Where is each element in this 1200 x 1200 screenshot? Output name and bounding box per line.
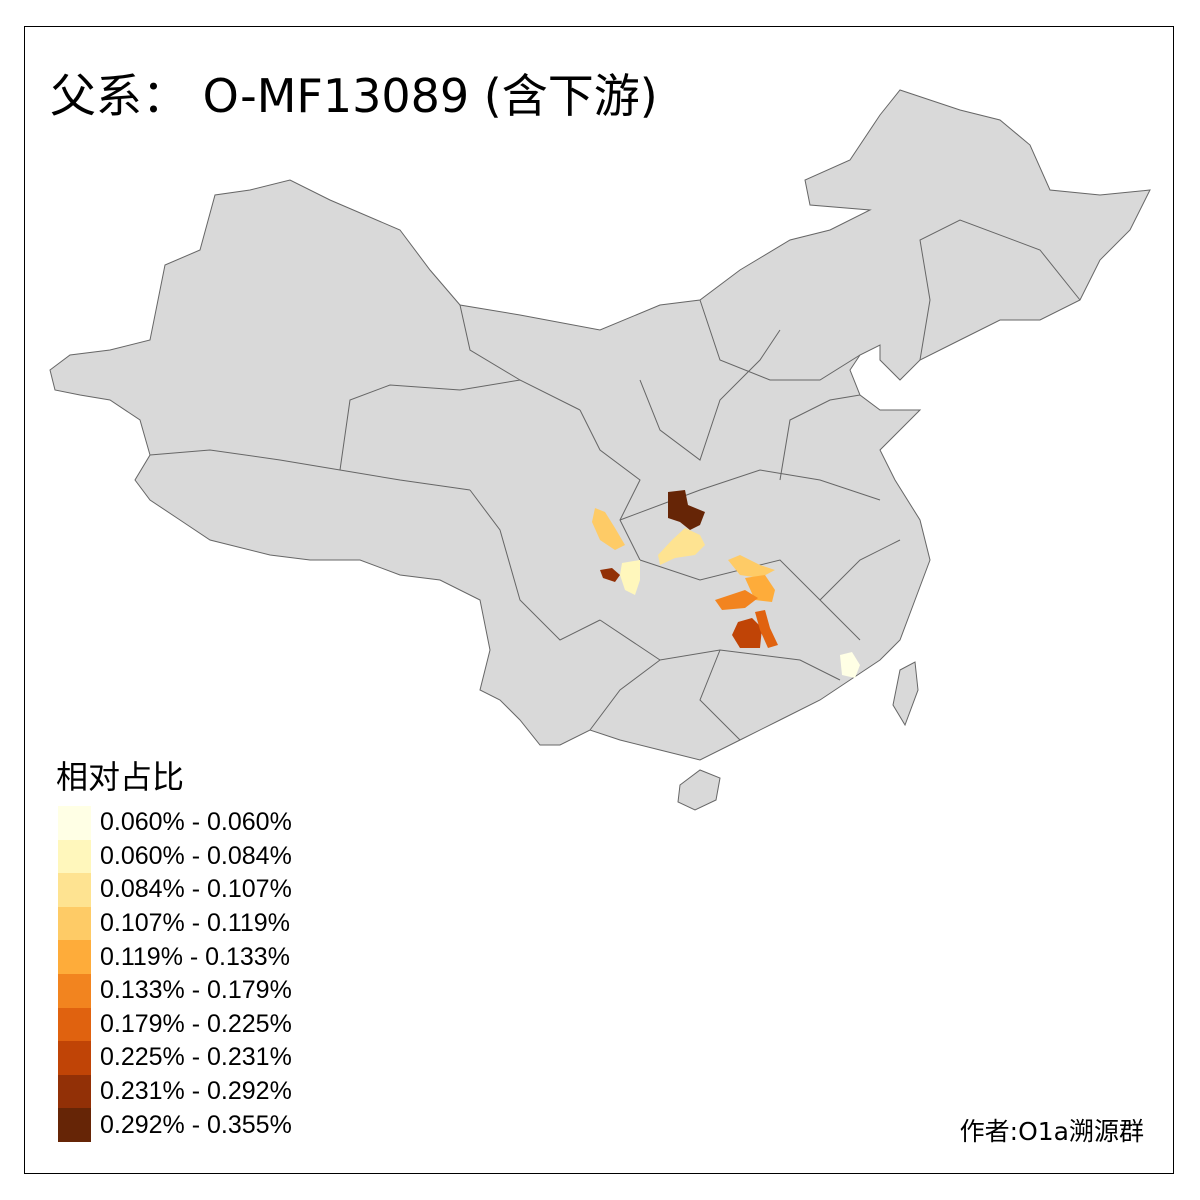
mainland-outline [49,89,1151,761]
author-credit: 作者:O1a溯源群 [959,1117,1144,1146]
legend-swatch [58,973,91,1008]
legend-label: 0.060% - 0.084% [100,841,292,870]
legend-item: 0.225% - 0.231% [58,1041,292,1075]
legend-item: 0.119% - 0.133% [58,940,292,974]
legend-label: 0.060% - 0.060% [100,808,292,837]
legend-swatch [58,806,91,840]
legend-item: 0.084% - 0.107% [58,873,292,907]
legend-label: 0.107% - 0.119% [100,909,290,938]
legend-label: 0.084% - 0.107% [100,875,292,904]
highlighted-region [658,528,705,565]
legend-item: 0.133% - 0.179% [58,973,292,1008]
legend-item: 0.060% - 0.060% [58,806,292,840]
highlighted-region [745,575,775,602]
legend-title: 相对占比 [56,758,185,796]
taiwan-island [892,661,919,727]
highlighted-region [715,590,758,610]
highlighted-region [755,610,778,648]
legend-item: 0.060% - 0.084% [58,839,292,874]
highlighted-region [620,560,640,595]
legend: 0.060% - 0.060% 0.060% - 0.084% 0.084% - 0… [58,806,292,1142]
legend-swatch [58,1074,91,1109]
province-borders [149,219,1081,741]
map-frame [24,26,1174,1174]
highlighted-region [840,652,860,678]
highlighted-regions [592,490,860,678]
legend-item: 0.231% - 0.292% [58,1074,292,1109]
legend-label: 0.292% - 0.355% [100,1110,292,1139]
legend-item: 0.107% - 0.119% [58,906,292,941]
highlighted-region [600,568,620,582]
legend-swatch [58,1108,91,1142]
legend-label: 0.119% - 0.133% [100,942,290,971]
legend-item: 0.292% - 0.355% [58,1108,292,1142]
legend-swatch [58,906,91,941]
legend-swatch [58,873,91,907]
legend-label: 0.179% - 0.225% [100,1009,292,1038]
legend-label: 0.231% - 0.292% [100,1077,292,1106]
base-map [49,89,1151,811]
hainan-island [677,769,721,811]
highlighted-region [728,555,775,578]
legend-swatch [58,940,91,974]
legend-swatch [58,839,91,874]
highlighted-region [732,618,762,648]
legend-swatch [58,1041,91,1075]
map-title: 父系： O-MF13089 (含下游) [50,69,658,123]
legend-swatch [58,1007,91,1042]
legend-item: 0.179% - 0.225% [58,1007,292,1042]
legend-label: 0.225% - 0.231% [100,1043,292,1072]
highlighted-region [592,508,625,550]
legend-label: 0.133% - 0.179% [100,976,292,1005]
highlighted-region [668,490,705,530]
